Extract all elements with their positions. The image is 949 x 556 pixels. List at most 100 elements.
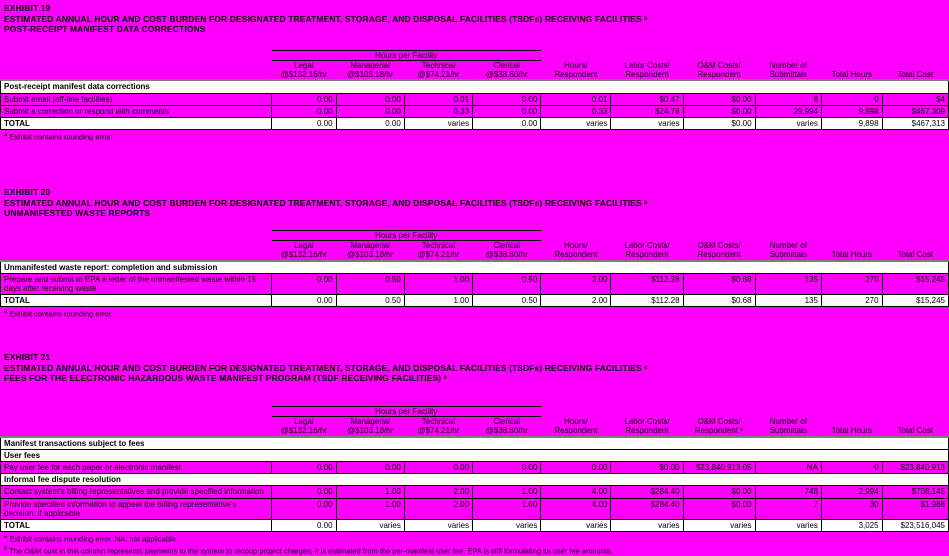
column-header: O&M Costs/ Respondent ᵇ [694,417,744,436]
value-cell: $112.28 [610,272,684,296]
total-value-cell: varies [682,518,756,533]
total-value-cell: 135 [754,294,822,308]
header-spacer-cell [1,50,272,60]
exhibit-21-heading-block: EXHIBIT 21 ESTIMATED ANNUAL HOUR AND COS… [0,349,949,384]
value-cell: 0.00 [271,272,337,296]
value-cell: 1.00 [335,485,405,499]
exhibit-20-block: EXHIBIT 20 ESTIMATED ANNUAL HOUR AND COS… [0,184,949,319]
total-value-cell: 270 [820,294,883,308]
exhibit-title: ESTIMATED ANNUAL HOUR AND COST BURDEN FO… [4,13,648,24]
value-cell: $284.40 [610,485,684,499]
table-section-header-row: Manifest transactions subject to fees [0,435,949,450]
column-header: Hours/ Respondent [554,417,598,436]
table-row: Submit a correction or respond with comm… [0,104,949,119]
table-header: Hours per Facility Legal @$132.16/hr Manag… [1,49,949,81]
burden-table-slot: Hours per Facility Legal @$132.16/hr Manag… [0,405,949,556]
table-header: Hours per Facility Legal @$132.16/hr Manag… [1,229,949,260]
total-value-cell: varies [403,116,474,131]
total-label-cell: TOTAL [0,294,273,308]
table-row: Pay user fee for each paper or electroni… [0,460,949,475]
total-value-cell: $467,313 [881,116,949,131]
total-value-cell: 0.50 [335,294,405,308]
hour-column-header: Managerial @$103.18/hr [347,241,394,260]
header-spacer-cell [755,50,821,60]
value-cell: 4.00 [540,497,612,520]
total-value-cell: 1.00 [403,294,474,308]
column-header: O&M Costs/ Respondent [697,241,741,260]
value-cell: $0.00 [682,104,756,119]
row-label-cell: Provide specified information to appeal … [0,497,273,520]
burden-table-slot: Hours per Facility Legal @$132.16/hr Manag… [0,229,949,319]
section-header-cell: Unmanifested waste report: completion an… [0,259,949,274]
column-header: Total Cost [897,250,934,260]
exhibit-subtitle: POST-RECEIPT MANIFEST DATA CORRECTIONS [4,24,206,35]
hour-column-header: Clerical @$38.60/hr [485,241,528,260]
total-value-cell: 0.00 [335,116,405,131]
total-label-cell: TOTAL [0,518,273,533]
exhibit-19-block: EXHIBIT 19 ESTIMATED ANNUAL HOUR AND COS… [0,0,949,142]
value-cell: 0.00 [271,497,337,520]
value-cell: 1.00 [335,497,405,520]
header-spacer-cell [683,230,755,240]
exhibit-title: ESTIMATED ANNUAL HOUR AND COST BURDEN FO… [4,197,648,208]
exhibit-21-block: EXHIBIT 21 ESTIMATED ANNUAL HOUR AND COS… [0,349,949,556]
header-spacer-cell [541,230,611,240]
column-header: Number of Submittals [769,417,807,436]
total-value-cell: 9,898 [820,116,883,131]
value-cell: $23,840,913 [881,460,949,475]
value-cell: 0.01 [403,92,474,106]
row-label-cell: Contact system's billing representatives… [0,485,273,499]
value-cell: 0.00 [335,460,405,475]
exhibit-number: EXHIBIT 20 [4,187,51,198]
value-cell: 0.00 [472,92,542,106]
exhibit-title: ESTIMATED ANNUAL HOUR AND COST BURDEN FO… [4,362,648,373]
value-cell: 0 [820,92,883,106]
total-value-cell: 0.00 [472,116,542,131]
section-header-cell: Manifest transactions subject to fees [0,435,949,450]
value-cell: 0.00 [472,104,542,119]
value-cell: 0 [820,460,883,475]
table-total-row: TOTAL 0.00 0.50 1.00 0.50 2.00 $112.28 $0.68 135… [0,294,949,308]
value-cell: 135 [754,272,822,296]
total-value-cell: $23,516,045 [881,518,949,533]
total-value-cell: varies [540,518,612,533]
exhibit-19-heading-block: EXHIBIT 19 ESTIMATED ANNUAL HOUR AND COS… [0,0,949,35]
total-value-cell: $0.68 [682,294,756,308]
header-spacer-cell [611,50,683,60]
value-cell: 0.33 [540,104,612,119]
value-cell: 1.00 [403,272,474,296]
hour-column-header: Clerical @$38.60/hr [485,417,528,436]
column-header: Hours/ Respondent [554,61,598,80]
hour-column-header: Managerial @$103.18/hr [347,61,394,80]
header-spacer-cell [683,407,755,417]
total-value-cell: 2.00 [540,294,612,308]
burden-table: Hours per Facility Legal @$132.16/hr Manag… [0,405,949,533]
value-cell: 2,994 [820,485,883,499]
row-label-cell: Submit email (off-line facilities) [0,92,273,106]
value-cell: 8 [754,92,822,106]
table-total-row: TOTAL 0.00 0.00 varies 0.00 varies varies $0.00… [0,116,949,131]
total-value-cell: varies [472,518,542,533]
table-footnote: b The O&M cost in this column represents… [4,545,613,556]
header-spacer-cell [1,61,272,81]
table-section-header-row: Unmanifested waste report: completion an… [0,259,949,274]
total-value-cell: $112.28 [610,294,684,308]
header-spacer-cell [541,50,611,60]
hours-per-facility-group-header: Hours per Facility [271,49,541,62]
value-cell: $1,988 [881,497,949,520]
header-spacer-cell [821,230,882,240]
hour-column-header: Managerial @$103.18/hr [347,417,394,436]
column-header: Total Cost [897,426,934,436]
value-cell: 7 [754,497,822,520]
table-body: Post-receipt manifest data corrections Su… [0,79,949,131]
total-value-cell: 0.00 [271,518,337,533]
exhibit-number: EXHIBIT 21 [4,352,51,363]
value-cell: 0.00 [271,485,337,499]
column-header: O&M Costs/ Respondent [697,61,741,80]
value-cell: 0.00 [335,92,405,106]
total-value-cell: 0.00 [271,294,337,308]
column-header: Total Hours [831,70,872,80]
total-value-cell: $15,245 [881,294,949,308]
column-header: Labor Costs/ Respondent [624,241,670,260]
value-cell: $24.78 [610,104,684,119]
